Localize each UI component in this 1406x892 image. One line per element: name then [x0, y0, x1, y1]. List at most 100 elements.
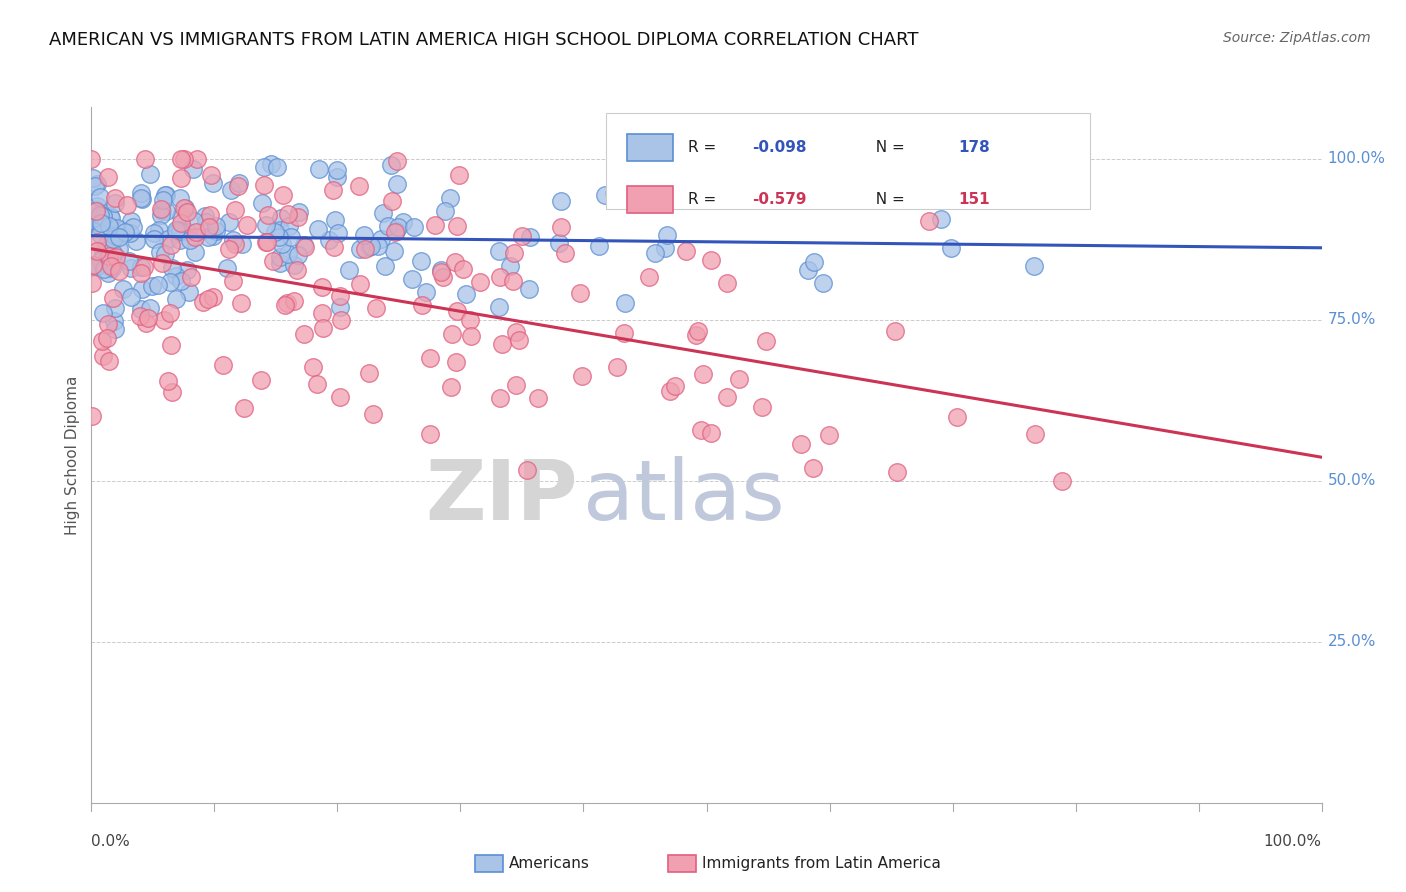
- Point: [285, 262, 308, 277]
- FancyBboxPatch shape: [627, 186, 673, 213]
- Point: [131, 282, 153, 296]
- Point: [96, 331, 118, 345]
- Point: [181, 161, 204, 176]
- Point: [257, 209, 280, 223]
- Text: R =: R =: [688, 140, 721, 155]
- Point: [250, 195, 273, 210]
- Point: [150, 208, 173, 222]
- Point: [359, 240, 381, 254]
- Point: [451, 261, 474, 276]
- Point: [449, 169, 471, 183]
- Point: [361, 407, 384, 421]
- Point: [470, 275, 492, 289]
- Point: [253, 161, 276, 175]
- Point: [454, 287, 477, 301]
- Text: -0.098: -0.098: [752, 140, 807, 155]
- Point: [169, 233, 191, 247]
- Point: [155, 188, 177, 202]
- FancyBboxPatch shape: [606, 112, 1091, 210]
- Point: [266, 160, 288, 174]
- Text: 151: 151: [959, 192, 990, 207]
- Point: [84, 217, 107, 231]
- Point: [278, 219, 301, 234]
- Point: [226, 178, 249, 193]
- Point: [118, 254, 141, 268]
- Text: 178: 178: [959, 140, 990, 155]
- Point: [664, 379, 686, 393]
- Point: [174, 201, 197, 215]
- Point: [308, 162, 330, 177]
- Point: [89, 227, 111, 242]
- Point: [142, 232, 165, 246]
- Point: [121, 220, 143, 235]
- Point: [191, 295, 214, 310]
- Point: [264, 225, 287, 239]
- Text: R =: R =: [688, 192, 721, 207]
- Point: [606, 360, 628, 375]
- Point: [97, 317, 120, 331]
- Point: [159, 306, 181, 320]
- Point: [202, 176, 225, 190]
- Point: [292, 238, 315, 252]
- Point: [322, 240, 344, 254]
- Point: [716, 390, 738, 404]
- Point: [326, 227, 349, 241]
- Point: [516, 463, 538, 477]
- Point: [80, 260, 103, 275]
- Text: 0.0%: 0.0%: [91, 834, 131, 848]
- Point: [139, 301, 162, 315]
- Point: [387, 177, 409, 191]
- Point: [98, 210, 121, 224]
- Point: [311, 280, 333, 294]
- Point: [184, 245, 207, 260]
- Point: [409, 254, 432, 268]
- Point: [173, 201, 195, 215]
- Point: [499, 259, 522, 273]
- Point: [505, 325, 527, 339]
- Point: [271, 188, 294, 202]
- Point: [287, 210, 309, 224]
- Point: [104, 196, 127, 211]
- Point: [236, 218, 259, 232]
- Point: [179, 233, 201, 247]
- Point: [382, 244, 405, 259]
- Point: [84, 179, 107, 194]
- Point: [690, 423, 713, 437]
- Point: [104, 322, 127, 336]
- Point: [80, 409, 103, 423]
- Point: [180, 270, 202, 285]
- Point: [107, 242, 129, 256]
- Point: [105, 220, 128, 235]
- Text: 25.0%: 25.0%: [1327, 634, 1376, 649]
- Point: [419, 351, 441, 365]
- Point: [277, 247, 299, 261]
- Point: [326, 170, 349, 185]
- Point: [330, 313, 353, 327]
- Point: [83, 214, 105, 228]
- Point: [384, 225, 406, 239]
- Point: [205, 219, 228, 234]
- Point: [505, 377, 527, 392]
- Point: [503, 245, 526, 260]
- Point: [120, 214, 142, 228]
- Point: [568, 286, 591, 301]
- Point: [170, 152, 193, 166]
- Point: [283, 293, 305, 308]
- Text: Immigrants from Latin America: Immigrants from Latin America: [702, 856, 941, 871]
- Point: [221, 183, 243, 197]
- Point: [716, 276, 738, 290]
- Point: [305, 376, 328, 391]
- Point: [104, 191, 127, 205]
- Point: [120, 290, 142, 304]
- Point: [222, 233, 245, 247]
- Point: [155, 204, 177, 219]
- Point: [886, 465, 908, 479]
- Point: [1022, 259, 1045, 273]
- Point: [637, 270, 659, 285]
- Text: 100.0%: 100.0%: [1264, 834, 1322, 848]
- Point: [165, 292, 187, 306]
- Point: [104, 228, 127, 243]
- Point: [502, 274, 524, 288]
- Point: [93, 306, 115, 320]
- Point: [97, 169, 120, 184]
